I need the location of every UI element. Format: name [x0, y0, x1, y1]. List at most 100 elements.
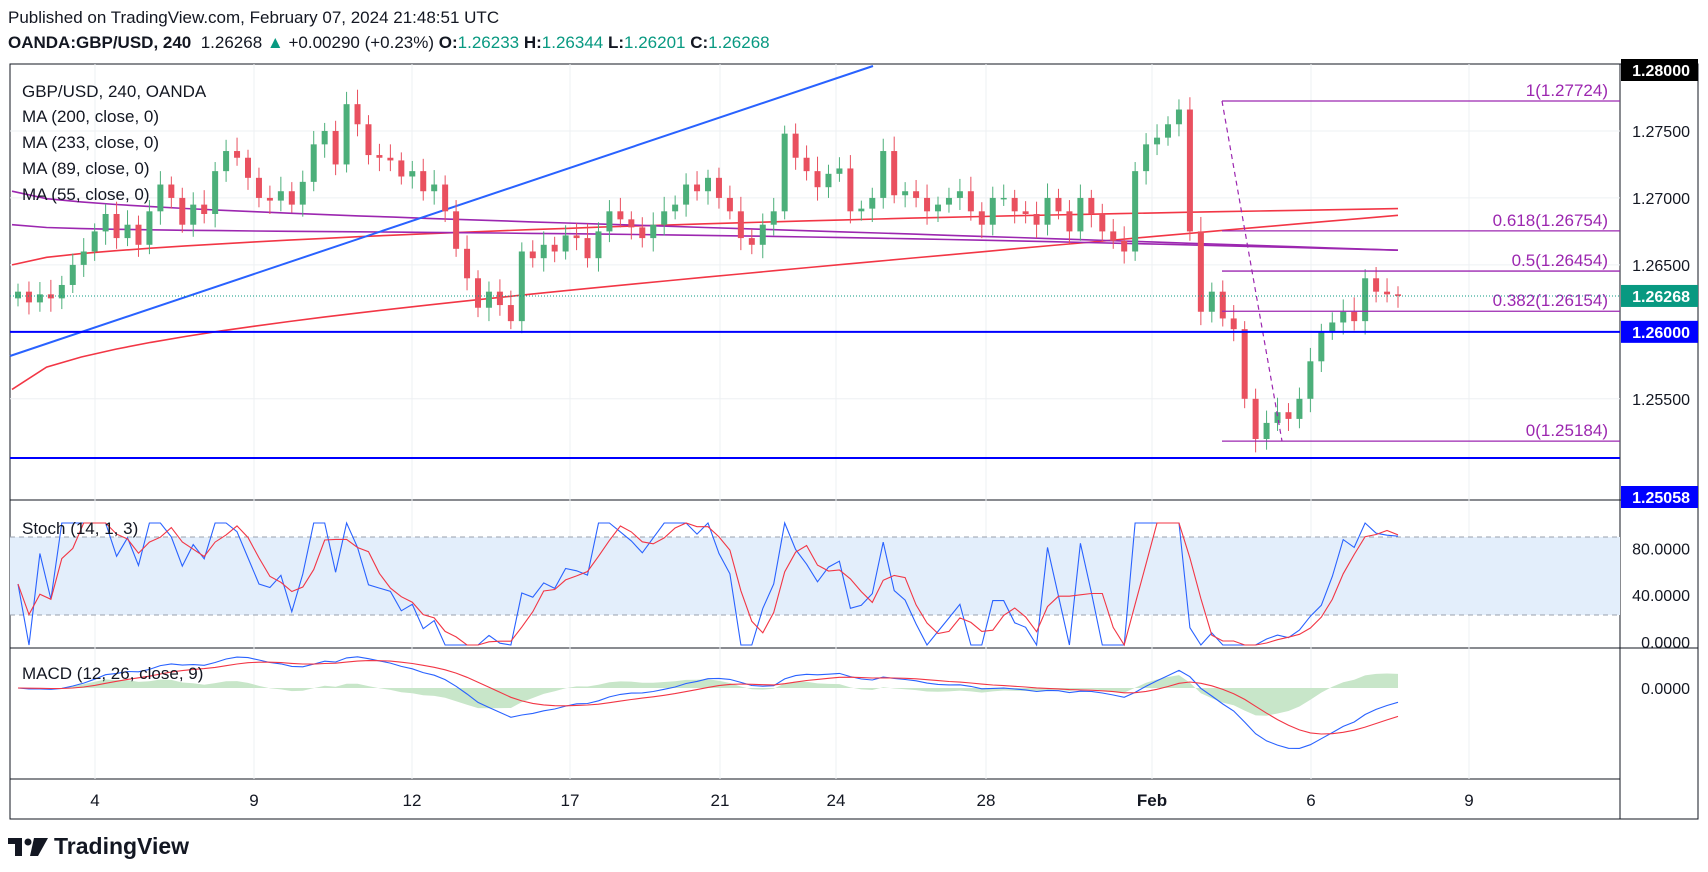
candle-body [584, 238, 591, 259]
candle-body [102, 213, 109, 232]
open-label: O: [438, 33, 458, 52]
candle-body [168, 184, 175, 198]
close-value: 1.26268 [708, 33, 770, 52]
candle-body [453, 211, 460, 249]
macd-tick-label: 0.0000 [1641, 681, 1690, 698]
ma233-line [11, 207, 1399, 266]
legend-stoch[interactable]: Stoch (14, 1, 3) [22, 519, 138, 538]
candle-body [135, 224, 142, 245]
candle-body [573, 235, 580, 239]
candle-body [858, 208, 865, 212]
candle-body [529, 251, 536, 259]
candle-body [376, 155, 383, 158]
candle-body [551, 244, 558, 252]
candle-body [387, 157, 394, 161]
price-label-current-bg [1621, 284, 1698, 307]
candle-body [672, 204, 679, 212]
candle-body [1077, 197, 1084, 232]
candle-body [737, 211, 744, 239]
candle-body [212, 171, 219, 214]
candle-body [694, 184, 701, 192]
stoch-tick-label: 40.0000 [1632, 588, 1690, 605]
candle-body [91, 231, 98, 252]
candle-body [945, 197, 952, 205]
candle-body [1351, 311, 1358, 322]
candle-body [1121, 240, 1128, 252]
fib-level-label: 0(1.25184) [1526, 421, 1608, 440]
low-value: 1.26201 [624, 33, 686, 52]
candle-body [1165, 124, 1171, 138]
candle-body [1307, 361, 1314, 399]
candle-body [606, 211, 613, 232]
candle-body [475, 278, 481, 308]
candle-body [759, 224, 766, 245]
fib-trend-line [1221, 100, 1283, 442]
time-tick-label: 9 [1464, 791, 1473, 810]
candle-body [1296, 398, 1303, 419]
legend-macd[interactable]: MACD (12, 26, close, 9) [22, 664, 203, 683]
candle-body [332, 130, 339, 165]
price-tick-label: 1.25500 [1632, 392, 1690, 409]
tradingview-logo-icon [8, 837, 48, 856]
candle-body [781, 133, 788, 212]
time-tick-label: 9 [249, 791, 258, 810]
candle-body [113, 213, 120, 239]
candle-body [80, 251, 87, 265]
last-price: 1.26268 [200, 33, 263, 52]
candle-body [803, 157, 810, 172]
candle-body [431, 184, 438, 192]
candle-body [354, 104, 361, 125]
candle-body [496, 291, 503, 306]
candle-body [124, 224, 131, 239]
legend-title: GBP/USD, 240, OANDA [22, 82, 207, 101]
candle-body [398, 160, 405, 177]
fibonacci-retracement[interactable]: 1(1.27724) 0.618(1.26754) 0.5(1.26454) 0.38… [1221, 81, 1620, 442]
candle-body [245, 157, 251, 178]
candle-body [146, 211, 153, 245]
trend-line[interactable] [9, 65, 874, 357]
candle-body [36, 294, 43, 303]
stoch-band [10, 537, 1620, 615]
time-tick-label: 6 [1306, 791, 1315, 810]
legend-ma55[interactable]: MA (55, close, 0) [22, 185, 150, 204]
candle-body [967, 191, 974, 212]
tradingview-logo[interactable]: TradingView [8, 833, 189, 860]
candle-body [540, 244, 547, 259]
stoch-lines: 80.0000 40.0000 0.0000 [17, 521, 1690, 652]
candle-body [25, 291, 32, 303]
candle-body [924, 197, 931, 212]
price-label-level: 1.26000 [1632, 325, 1690, 342]
macd-histogram [18, 673, 1398, 716]
legend-ma200[interactable]: MA (200, close, 0) [22, 107, 159, 126]
candle-body [869, 197, 876, 209]
fib-level-label: 1(1.27724) [1526, 81, 1608, 100]
open-value: 1.26233 [457, 33, 520, 52]
candle-body [507, 305, 514, 322]
candle-body [1175, 109, 1182, 125]
candle-body [409, 171, 416, 177]
legend-ma89[interactable]: MA (89, close, 0) [22, 159, 150, 178]
candle-body [288, 191, 295, 205]
candle-body [365, 124, 372, 156]
candle-body [343, 104, 350, 165]
tradingview-logo-text: TradingView [54, 833, 190, 859]
candle-body [1219, 291, 1226, 319]
candle-body [1132, 171, 1139, 252]
legend-ma233[interactable]: MA (233, close, 0) [22, 133, 159, 152]
candle-body [1066, 211, 1073, 232]
candle-body [1022, 211, 1029, 214]
candle-body [595, 231, 602, 259]
time-tick-label: 17 [561, 791, 580, 810]
candle-body [748, 238, 755, 245]
candle-body [650, 224, 657, 239]
candle-body [1329, 322, 1336, 332]
price-tick-label: 1.27500 [1632, 124, 1690, 141]
candle-body [310, 144, 317, 182]
time-tick-label: 21 [711, 791, 730, 810]
low-label: L: [607, 33, 625, 52]
published-line: Published on TradingView.com, February 0… [8, 8, 500, 27]
close-label: C: [690, 33, 709, 52]
candle-body [836, 168, 843, 174]
candle-body [1384, 291, 1391, 295]
